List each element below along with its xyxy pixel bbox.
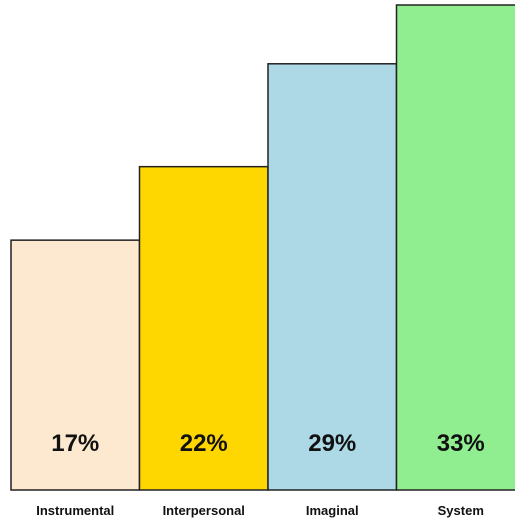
- value-label-imaginal: 29%: [308, 430, 356, 457]
- value-label-system: 33%: [437, 430, 485, 457]
- value-label-instrumental: 17%: [51, 430, 99, 457]
- bar-interpersonal: [138, 165, 269, 491]
- value-label-interpersonal: 22%: [180, 430, 228, 457]
- bar-instrumental: [10, 239, 141, 491]
- bar-system: [395, 4, 515, 491]
- category-label-system: System: [438, 503, 484, 518]
- category-labels-group: Instrumental Interpersonal Imaginal System: [36, 503, 484, 518]
- value-labels-group: 17% 22% 29% 33%: [51, 430, 485, 457]
- category-label-imaginal: Imaginal: [306, 503, 359, 518]
- category-label-interpersonal: Interpersonal: [163, 503, 245, 518]
- bars-group: [10, 4, 515, 491]
- category-label-instrumental: Instrumental: [36, 503, 114, 518]
- bar-imaginal: [267, 63, 398, 491]
